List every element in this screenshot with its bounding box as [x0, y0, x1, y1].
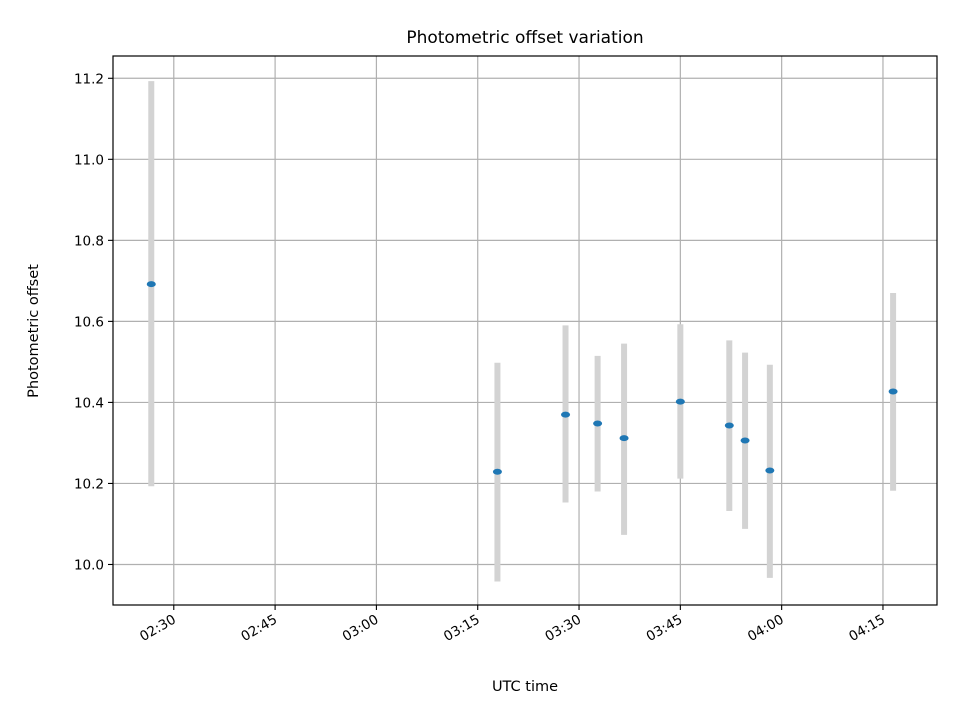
data-point — [146, 281, 156, 288]
y-tick-label: 10.6 — [74, 314, 104, 330]
data-point — [492, 468, 502, 475]
data-point — [740, 437, 750, 444]
data-point — [675, 398, 685, 405]
data-point — [724, 422, 734, 429]
data-point — [561, 411, 571, 418]
plot-frame — [112, 55, 938, 606]
data-point — [619, 435, 629, 442]
data-point — [888, 388, 898, 395]
y-tick-label: 10.4 — [74, 395, 104, 411]
y-tick-label: 10.8 — [74, 233, 104, 249]
y-tick-label: 11.2 — [74, 71, 104, 87]
x-axis-label: UTC time — [492, 679, 558, 695]
data-point — [765, 467, 775, 474]
y-tick-label: 10.0 — [74, 557, 104, 573]
y-tick-label: 11.0 — [74, 152, 104, 168]
data-point — [593, 420, 603, 427]
y-axis-label: Photometric offset — [26, 264, 42, 398]
data-points — [146, 281, 898, 475]
y-tick-label: 10.2 — [74, 476, 104, 492]
chart-title: Photometric offset variation — [406, 28, 643, 48]
